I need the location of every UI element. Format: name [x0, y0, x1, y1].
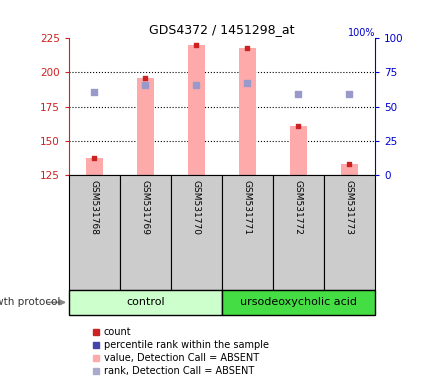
Legend: count, percentile rank within the sample, value, Detection Call = ABSENT, rank, : count, percentile rank within the sample…: [89, 324, 272, 380]
Bar: [69, 290, 221, 315]
Text: GSM531771: GSM531771: [243, 180, 252, 235]
Text: GSM531770: GSM531770: [191, 180, 200, 235]
Bar: [221, 290, 374, 315]
Title: GDS4372 / 1451298_at: GDS4372 / 1451298_at: [149, 23, 294, 36]
Bar: [120, 175, 171, 290]
Point: [243, 45, 250, 51]
Point: [193, 42, 200, 48]
Point: [142, 82, 149, 88]
Point: [193, 82, 200, 88]
Bar: [85, 158, 103, 175]
Point: [243, 80, 250, 86]
Bar: [69, 175, 120, 290]
Bar: [221, 175, 272, 290]
Bar: [323, 175, 374, 290]
Text: GSM531773: GSM531773: [344, 180, 353, 235]
Point: [91, 155, 98, 161]
Bar: [136, 78, 154, 175]
Bar: [340, 164, 358, 175]
Bar: [238, 48, 256, 175]
Point: [345, 161, 352, 167]
Point: [294, 91, 301, 98]
Point: [91, 88, 98, 94]
Point: [294, 122, 301, 129]
Text: GSM531769: GSM531769: [141, 180, 150, 235]
Bar: [289, 126, 307, 175]
Text: GSM531768: GSM531768: [90, 180, 99, 235]
Text: GSM531772: GSM531772: [293, 180, 302, 235]
Bar: [187, 45, 205, 175]
Text: ursodeoxycholic acid: ursodeoxycholic acid: [240, 297, 356, 308]
Bar: [272, 175, 323, 290]
Text: 100%: 100%: [347, 28, 374, 38]
Bar: [171, 175, 221, 290]
Point: [345, 91, 352, 98]
Point: [142, 75, 149, 81]
Text: growth protocol: growth protocol: [0, 297, 60, 308]
Text: control: control: [126, 297, 164, 308]
